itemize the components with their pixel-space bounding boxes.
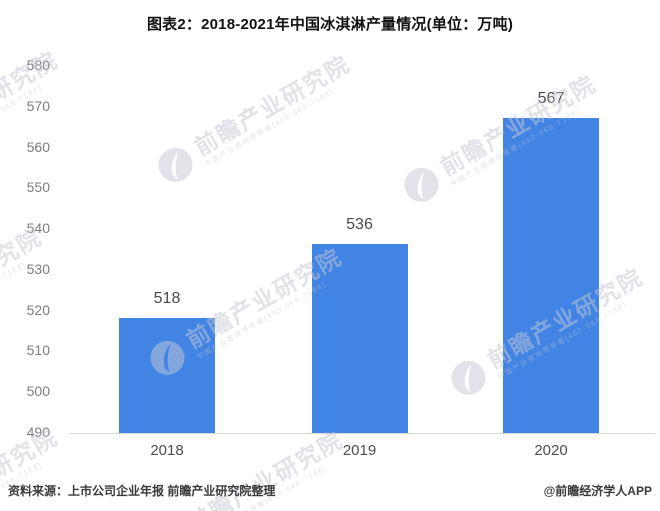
bar-value-label: 536 [346,216,373,233]
source-note: 资料来源：上市公司企业年报 前瞻产业研究院整理 [8,484,276,498]
x-category-label: 2019 [342,442,377,459]
y-tick-label: 500 [26,383,50,400]
bar-2020 [503,118,599,433]
app-credit: @前瞻经济学人APP [543,484,652,498]
y-tick-label: 550 [26,179,50,196]
bar-value-label: 518 [153,290,181,307]
y-tick-label: 520 [26,301,50,318]
y-tick-label: 580 [26,57,50,73]
x-category-label: 2020 [534,442,568,459]
bar-2018 [119,318,215,433]
y-tick-label: 490 [26,424,50,440]
y-tick-label: 510 [26,342,50,359]
y-tick-label: 560 [26,138,50,155]
y-tick-label: 540 [26,220,50,237]
chart-title: 图表2：2018-2021年中国冰淇淋产量情况(单位：万吨) [146,16,514,33]
x-axis-line [70,433,655,434]
bar-2019 [311,244,408,433]
footer: 资料来源：上市公司企业年报 前瞻产业研究院整理 @前瞻经济学人APP [8,482,652,499]
y-tick-label: 530 [26,260,50,277]
bar-value-label: 567 [537,90,565,107]
y-tick-label: 570 [26,97,50,114]
x-category-label: 2018 [150,442,184,459]
